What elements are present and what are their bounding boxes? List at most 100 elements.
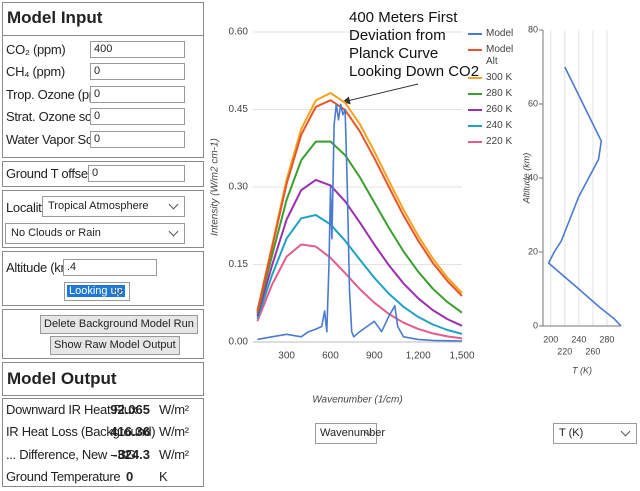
output-panel xyxy=(2,398,204,487)
field-input[interactable]: 0 xyxy=(90,86,185,103)
output-title-panel xyxy=(2,362,204,396)
output-label: IR Heat Loss (Background) xyxy=(6,424,156,439)
button-panel xyxy=(2,309,204,359)
output-value: 0 xyxy=(126,469,134,484)
series-line xyxy=(256,178,463,327)
field-label: Altitude (km) xyxy=(6,260,76,275)
legend-swatch xyxy=(468,109,482,111)
series-line xyxy=(256,140,463,314)
output-value: 92.065 xyxy=(110,402,150,417)
x-tick-label: 300 xyxy=(278,351,295,362)
field-input[interactable]: .4 xyxy=(63,259,157,276)
annotation: Looking Down CO2 xyxy=(349,63,479,80)
legend-swatch xyxy=(468,141,482,143)
locality-panel xyxy=(2,190,204,248)
x-axis-label: T (K) xyxy=(572,365,592,375)
x-axis-label: Wavenumber (1/cm) xyxy=(312,395,402,406)
legend-swatch xyxy=(468,49,482,51)
legend-swatch xyxy=(468,33,482,35)
legend-swatch xyxy=(468,125,482,127)
series-line xyxy=(257,103,463,342)
legend-label: 260 K xyxy=(486,104,513,115)
legend-label: 220 K xyxy=(486,136,513,147)
series-line xyxy=(256,243,463,340)
field-input[interactable]: 400 xyxy=(90,41,185,58)
x-tick-label: 280 xyxy=(599,334,614,344)
field-label: Strat. Ozone scale xyxy=(6,109,108,124)
legend-label: 300 K xyxy=(486,72,513,83)
legend-label: 240 K xyxy=(486,120,513,131)
x-tick-label: 220 xyxy=(557,346,572,356)
x-tick-label: 1,500 xyxy=(449,351,474,362)
x-tick-label: 600 xyxy=(322,351,339,362)
input-panel xyxy=(2,2,204,158)
legend: Model Model Alt 300 K 280 K 260 K 240 K 220 K xyxy=(468,28,520,152)
field-label: CH₄ (ppm) xyxy=(6,64,65,79)
y-tick-label: 60 xyxy=(528,98,538,108)
output-unit: W/m² xyxy=(159,402,189,417)
y-tick-label: 0.15 xyxy=(229,259,249,270)
y-tick-label: 40 xyxy=(528,172,538,182)
x-tick-label: 260 xyxy=(585,346,600,356)
y-tick-label: 20 xyxy=(528,246,538,256)
output-label: Downward IR Heat Flux xyxy=(6,402,137,417)
clouds-select[interactable]: No Clouds or Rain xyxy=(5,223,185,244)
annotation-arrow xyxy=(342,83,419,105)
profile-axis-select[interactable]: T (K) xyxy=(553,423,637,444)
annotation: Planck Curve xyxy=(349,45,438,62)
legend-item: Model Alt xyxy=(468,44,520,68)
select-text: Tropical Atmosphere xyxy=(48,200,149,212)
divider xyxy=(2,35,204,36)
legend-label: Model Alt xyxy=(486,44,514,67)
annotation: Deviation from xyxy=(349,27,446,44)
y-axis-label: Intensity (W/m2 cm-1) xyxy=(210,138,221,236)
y-tick-label: 80 xyxy=(528,24,538,34)
series-line xyxy=(256,99,463,312)
select-text: Looking up xyxy=(67,285,125,297)
legend-item: 260 K xyxy=(468,104,520,116)
y-tick-label: 0 xyxy=(533,320,538,330)
field-input[interactable]: 0 xyxy=(90,63,185,80)
x-tick-label: 1,200 xyxy=(406,351,431,362)
x-tick-label: 240 xyxy=(571,334,586,344)
legend-label: Model xyxy=(486,28,514,39)
raw-output-button[interactable]: Show Raw Model Output xyxy=(50,336,180,355)
y-tick-label: 0.45 xyxy=(229,104,249,115)
view-select[interactable]: Looking up xyxy=(64,282,130,301)
series-line xyxy=(547,66,622,327)
output-label: Ground Temperature xyxy=(6,469,121,484)
field-label: Ground T offset, C xyxy=(6,166,107,181)
chevron xyxy=(168,226,179,237)
legend-item: 280 K xyxy=(468,88,520,100)
y-tick-label: 0.30 xyxy=(229,182,249,193)
output-value: 416.36 xyxy=(110,424,150,439)
x-tick-label: 900 xyxy=(366,351,383,362)
legend-item: 300 K xyxy=(468,72,520,84)
output-unit: K xyxy=(159,469,168,484)
x-tick-label: 200 xyxy=(543,334,558,344)
spectrum-axis-select[interactable]: Wavenumber xyxy=(315,423,385,444)
y-tick-label: 0.00 xyxy=(229,337,249,348)
annotation: 400 Meters First xyxy=(349,9,458,26)
legend-item: Model xyxy=(468,28,520,40)
output-unit: W/m² xyxy=(159,424,189,439)
field-input[interactable]: 0 xyxy=(90,131,185,148)
field-input[interactable]: 0 xyxy=(88,165,185,182)
panel-title: Model Input xyxy=(7,8,103,27)
offset-panel xyxy=(2,161,204,187)
delete-button[interactable]: Delete Background Model Run xyxy=(40,315,198,334)
legend-item: 220 K xyxy=(468,136,520,148)
y-axis-label: Altitude (km) xyxy=(521,153,531,205)
series-line xyxy=(256,214,463,335)
panel-title: Model Output xyxy=(7,369,117,388)
y-tick-label: 0.60 xyxy=(229,27,249,38)
select-text: No Clouds or Rain xyxy=(11,227,101,239)
field-input[interactable]: 0 xyxy=(90,108,185,125)
locality-select[interactable]: Tropical Atmosphere xyxy=(42,196,185,217)
field-label: Locality xyxy=(6,200,48,215)
output-label: ... Difference, New - BG xyxy=(6,447,136,462)
field-label: Trop. Ozone (ppb) xyxy=(6,87,107,102)
legend-swatch xyxy=(468,93,482,95)
